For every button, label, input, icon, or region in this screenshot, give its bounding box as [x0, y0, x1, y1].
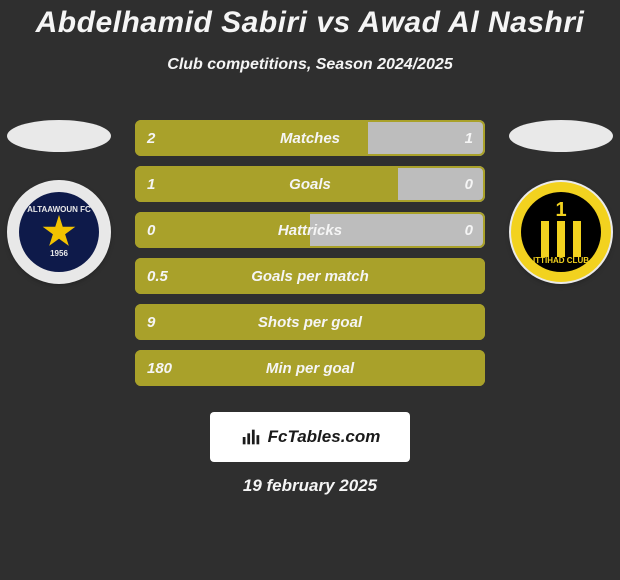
stat-row: Min per goal180 [135, 350, 485, 386]
stat-bar-left [135, 212, 310, 248]
player-right: 1 ITTIHAD CLUB [506, 120, 616, 282]
stat-row: Shots per goal9 [135, 304, 485, 340]
stat-bar-right [398, 166, 486, 202]
stripes-icon [533, 221, 589, 257]
page-title: Abdelhamid Sabiri vs Awad Al Nashri [0, 6, 620, 40]
club-right-top: 1 [555, 199, 566, 221]
star-icon [42, 215, 76, 249]
stat-bar-left [135, 166, 398, 202]
stat-row: Matches21 [135, 120, 485, 156]
comparison-card: Abdelhamid Sabiri vs Awad Al Nashri Club… [0, 0, 620, 580]
club-badge-left: ALTAAWOUN FC 1956 [9, 182, 109, 282]
stat-bar-left [135, 304, 485, 340]
chart-icon [240, 426, 262, 448]
stats-column: Matches21 Goals10 Hattricks00 Goals per mat… [135, 120, 485, 396]
club-left-name: ALTAAWOUN FC [27, 206, 91, 215]
player-left-headshot [7, 120, 111, 152]
page-subtitle: Club competitions, Season 2024/2025 [0, 56, 620, 74]
club-right-name: ITTIHAD CLUB [533, 257, 589, 266]
branding-badge: FcTables.com [210, 412, 410, 462]
stat-row: Goals10 [135, 166, 485, 202]
club-badge-right: 1 ITTIHAD CLUB [511, 182, 611, 282]
stat-bar-right [310, 212, 485, 248]
stat-bar-left [135, 120, 368, 156]
stat-bar-left [135, 350, 485, 386]
player-left: ALTAAWOUN FC 1956 [4, 120, 114, 282]
date-text: 19 february 2025 [0, 476, 620, 496]
player-right-headshot [509, 120, 613, 152]
branding-text: FcTables.com [268, 427, 381, 447]
club-left-year: 1956 [50, 249, 68, 258]
stat-bar-right [368, 120, 485, 156]
stat-row: Hattricks00 [135, 212, 485, 248]
stat-bar-left [135, 258, 485, 294]
stat-row: Goals per match0.5 [135, 258, 485, 294]
